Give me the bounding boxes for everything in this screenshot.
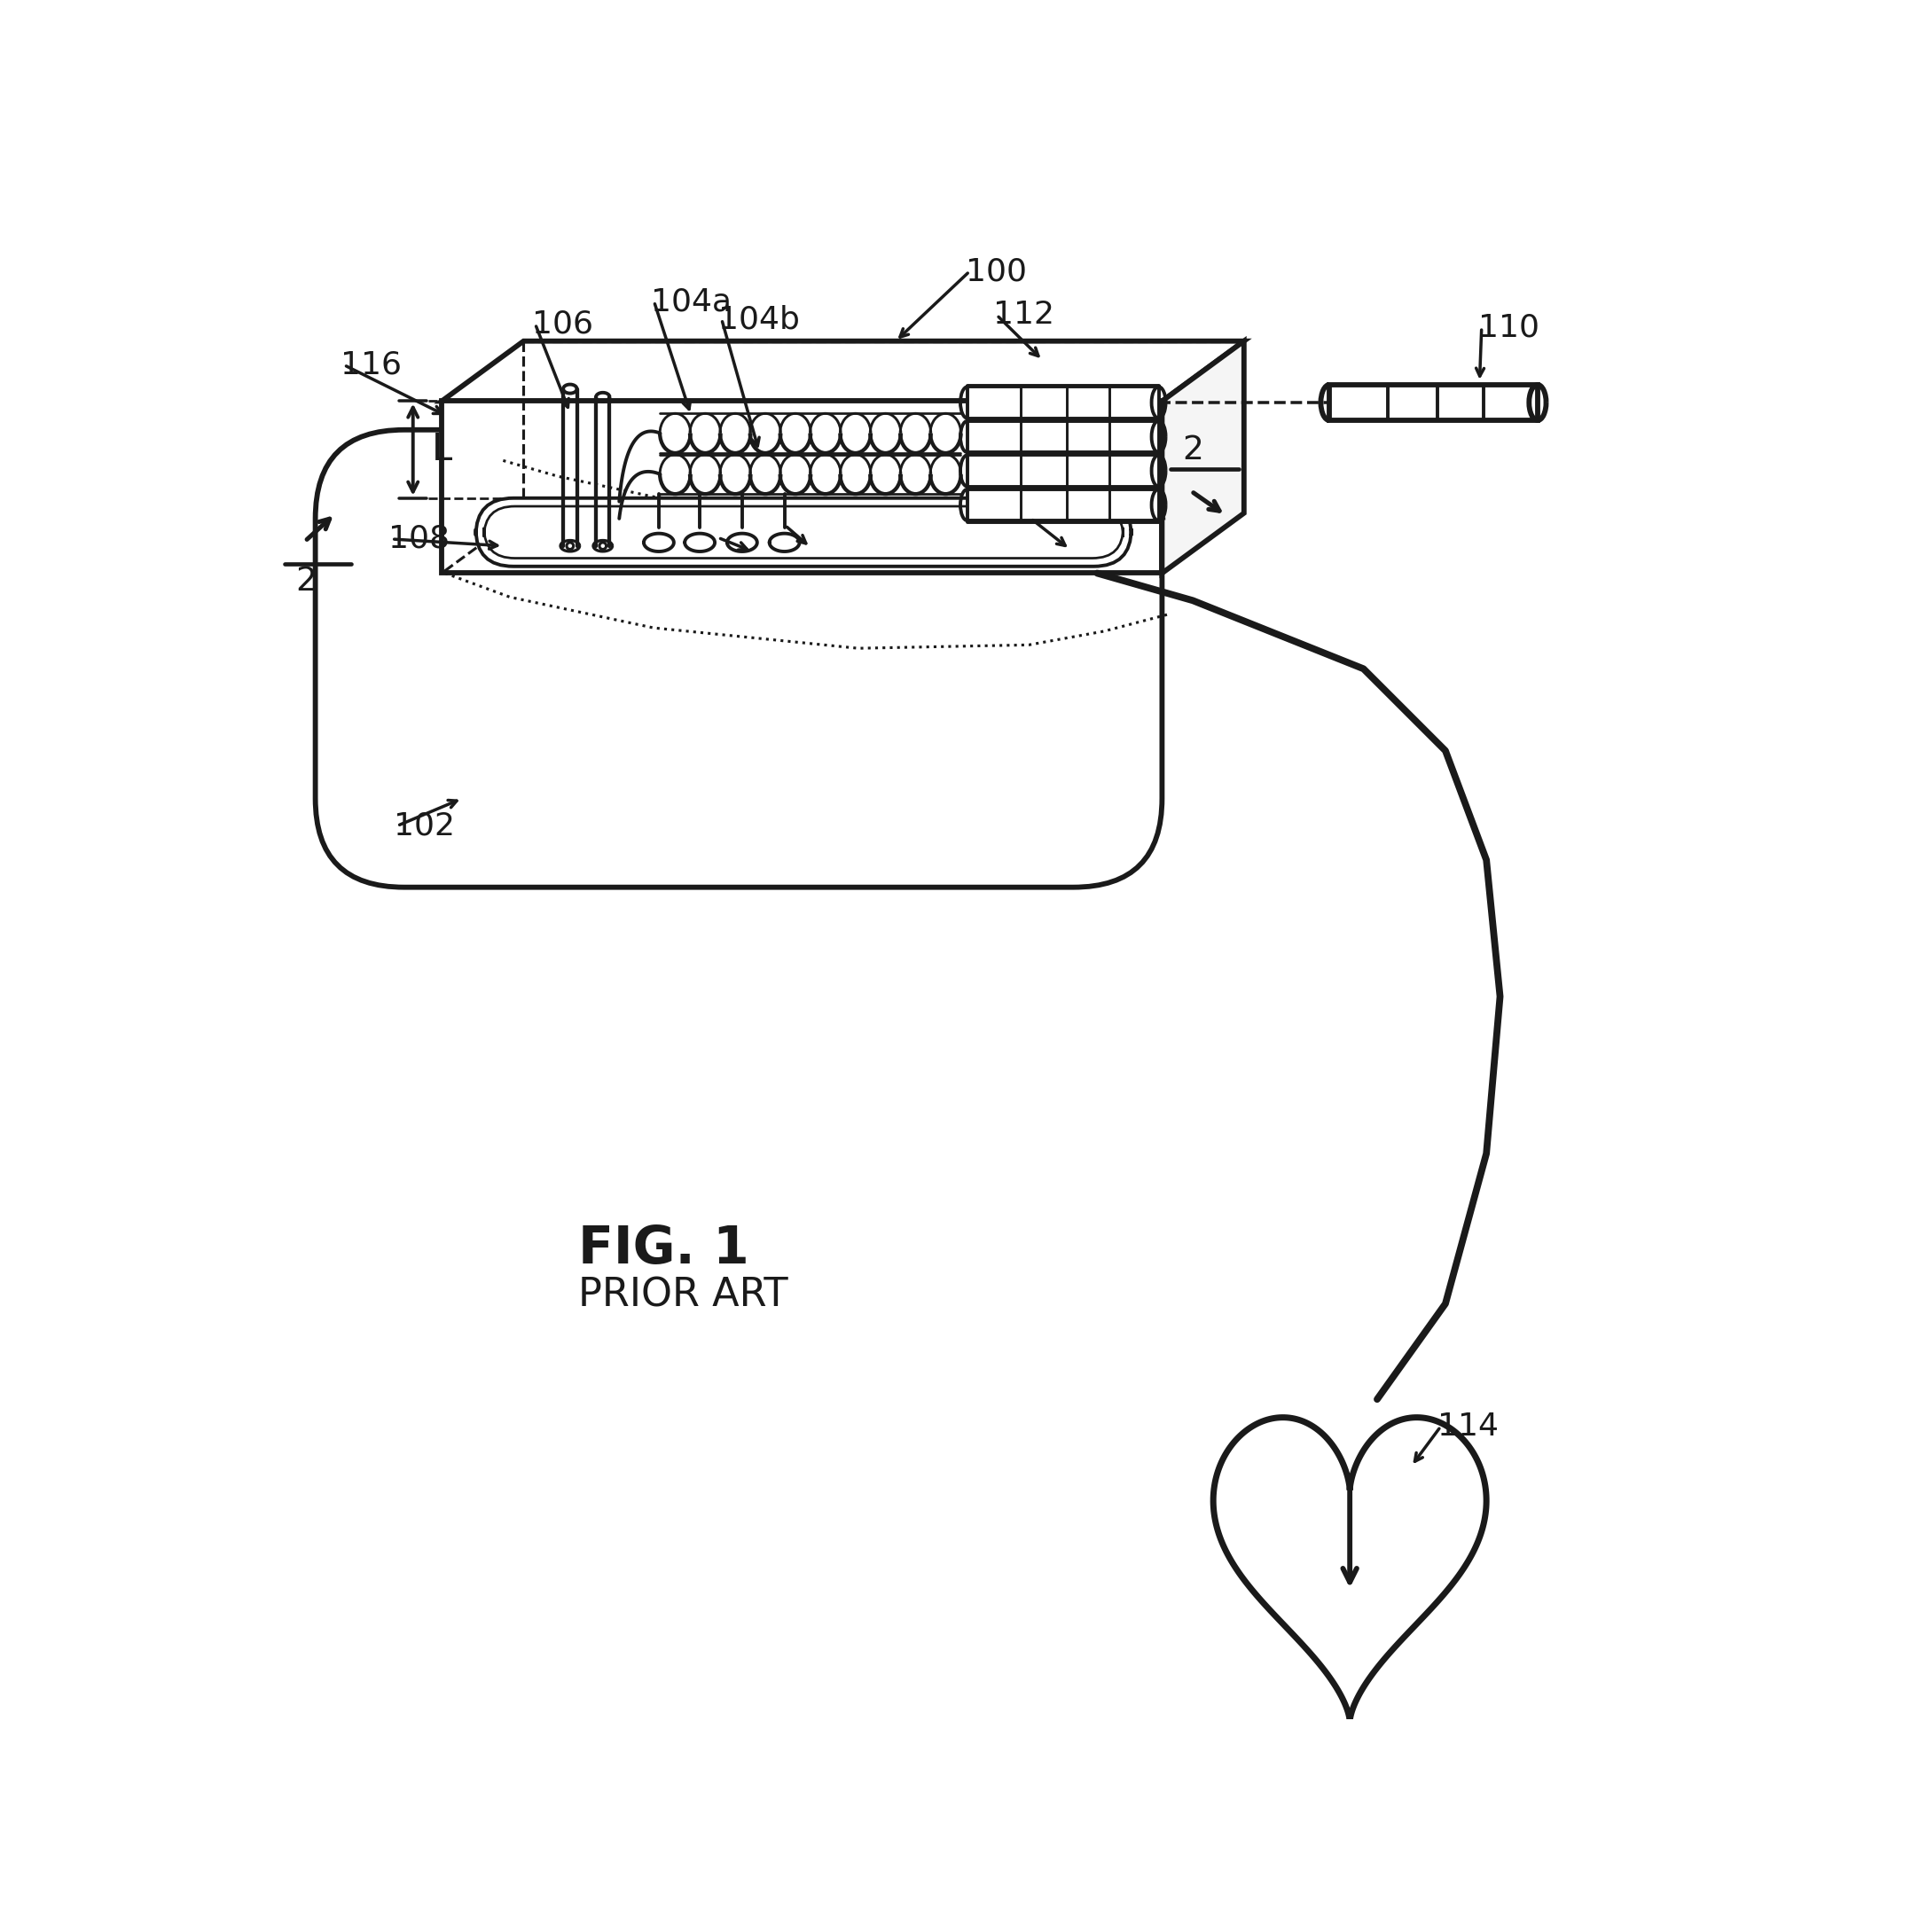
Circle shape [568, 543, 573, 549]
Text: 104c: 104c [715, 524, 793, 553]
Polygon shape [441, 402, 1162, 574]
Text: 104d: 104d [782, 510, 864, 541]
FancyBboxPatch shape [315, 429, 1162, 887]
Bar [967, 386, 1158, 417]
FancyBboxPatch shape [476, 498, 1131, 566]
Polygon shape [441, 342, 1244, 402]
Polygon shape [1162, 342, 1244, 574]
Bar [967, 456, 1158, 487]
Circle shape [600, 543, 606, 549]
Text: 100: 100 [967, 257, 1028, 286]
Bar [967, 421, 1158, 452]
Text: 102: 102 [394, 811, 455, 840]
Text: 2: 2 [1183, 435, 1204, 466]
Text: 110: 110 [1479, 313, 1540, 342]
Text: PRIOR ART: PRIOR ART [579, 1277, 787, 1314]
Text: 104b: 104b [719, 303, 799, 334]
Text: 104a: 104a [650, 286, 732, 317]
Text: 106: 106 [531, 309, 592, 340]
Text: 112: 112 [994, 299, 1055, 330]
Text: 108: 108 [388, 524, 449, 554]
Text: 118: 118 [1028, 504, 1089, 533]
Text: 116: 116 [340, 350, 401, 381]
Text: 2: 2 [296, 566, 317, 599]
Text: FIG. 1: FIG. 1 [579, 1223, 749, 1275]
Text: L: L [432, 431, 453, 468]
Text: 114: 114 [1437, 1412, 1498, 1441]
Bar [1330, 384, 1538, 421]
Bar [967, 489, 1158, 520]
